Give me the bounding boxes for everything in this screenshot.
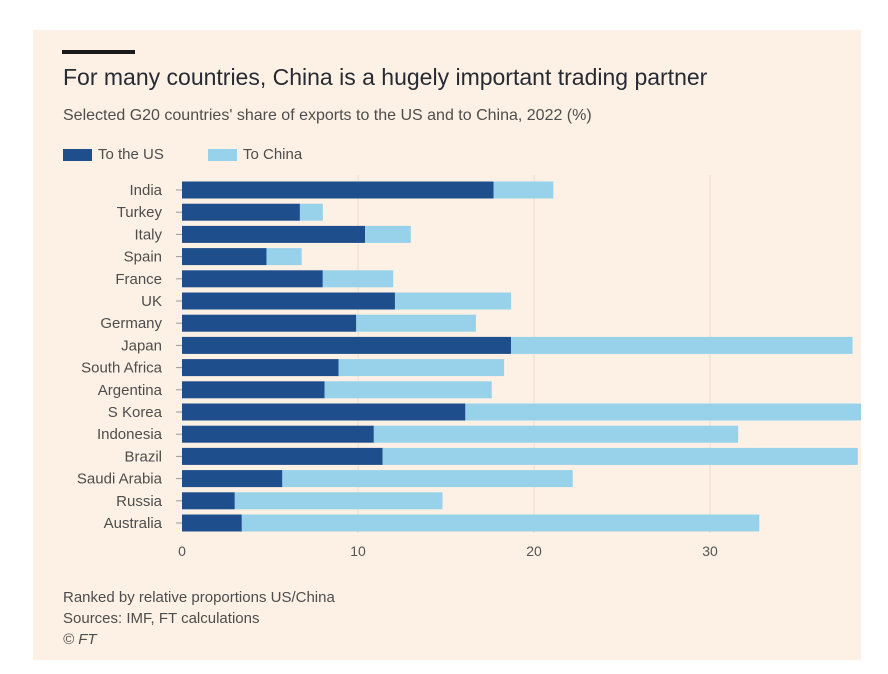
x-tick-label: 20 <box>526 543 542 559</box>
bar-us <box>182 225 366 243</box>
bar-us <box>182 292 395 310</box>
footer-note: Ranked by relative proportions US/China <box>63 589 335 606</box>
bar-china <box>373 425 739 443</box>
category-label: Germany <box>100 315 162 332</box>
bar-us <box>182 203 300 221</box>
legend-item-china: To China <box>208 146 302 163</box>
chart-subtitle: Selected G20 countries' share of exports… <box>63 107 592 124</box>
category-label: Australia <box>104 515 163 532</box>
bar-china <box>234 492 443 510</box>
bar-china <box>322 270 394 288</box>
bar-us <box>182 359 339 377</box>
bar-china <box>338 359 505 377</box>
bar-us <box>182 403 466 421</box>
category-label: UK <box>141 293 162 310</box>
category-label: Argentina <box>98 382 163 399</box>
category-label: Saudi Arabia <box>77 471 163 488</box>
bar-china <box>394 292 512 310</box>
category-label: Turkey <box>117 204 163 221</box>
legend-item-us: To the US <box>63 146 164 163</box>
bar-china <box>465 403 861 421</box>
x-tick-label: 0 <box>178 543 186 559</box>
legend-swatch-china <box>208 148 237 161</box>
bar-china <box>324 381 492 399</box>
category-label: India <box>129 182 162 199</box>
bars <box>182 181 861 532</box>
bar-us <box>182 447 383 465</box>
category-label: Spain <box>124 249 162 266</box>
x-tick-label: 10 <box>350 543 366 559</box>
bar-china <box>266 248 302 266</box>
bar-china <box>299 203 323 221</box>
category-label: South Africa <box>81 360 163 377</box>
chart-title: For many countries, China is a hugely im… <box>63 64 708 90</box>
bar-us <box>182 336 512 354</box>
legend-swatch-us <box>63 148 92 161</box>
bar-us <box>182 492 235 510</box>
bar-us <box>182 381 325 399</box>
x-tick-labels: 0 10 20 30 <box>178 543 718 559</box>
bar-china <box>282 470 573 488</box>
bar-china <box>382 447 858 465</box>
bar-us <box>182 248 267 266</box>
bar-china <box>493 181 554 199</box>
footer-credit: © FT <box>63 631 97 648</box>
legend-label-china: To China <box>243 146 303 163</box>
legend-label-us: To the US <box>98 146 164 163</box>
category-label: Brazil <box>124 448 162 465</box>
category-labels: India Turkey Italy Spain France UK Germany Japa… <box>77 182 182 532</box>
category-label: France <box>115 271 162 288</box>
category-label: Japan <box>121 337 162 354</box>
footer-sources: Sources: IMF, FT calculations <box>63 610 260 627</box>
ft-accent-bar <box>62 50 135 54</box>
category-label: Italy <box>134 226 162 243</box>
category-label: Russia <box>116 493 163 510</box>
bar-us <box>182 181 494 199</box>
bar-china <box>511 336 853 354</box>
bar-us <box>182 270 323 288</box>
bar-china <box>241 514 760 532</box>
bar-us <box>182 470 283 488</box>
category-label: Indonesia <box>97 426 163 443</box>
x-tick-label: 30 <box>702 543 718 559</box>
category-label: S Korea <box>108 404 163 421</box>
bar-us <box>182 425 374 443</box>
bar-us <box>182 514 242 532</box>
bar-china <box>356 314 476 332</box>
bar-us <box>182 314 357 332</box>
bar-china <box>365 225 411 243</box>
